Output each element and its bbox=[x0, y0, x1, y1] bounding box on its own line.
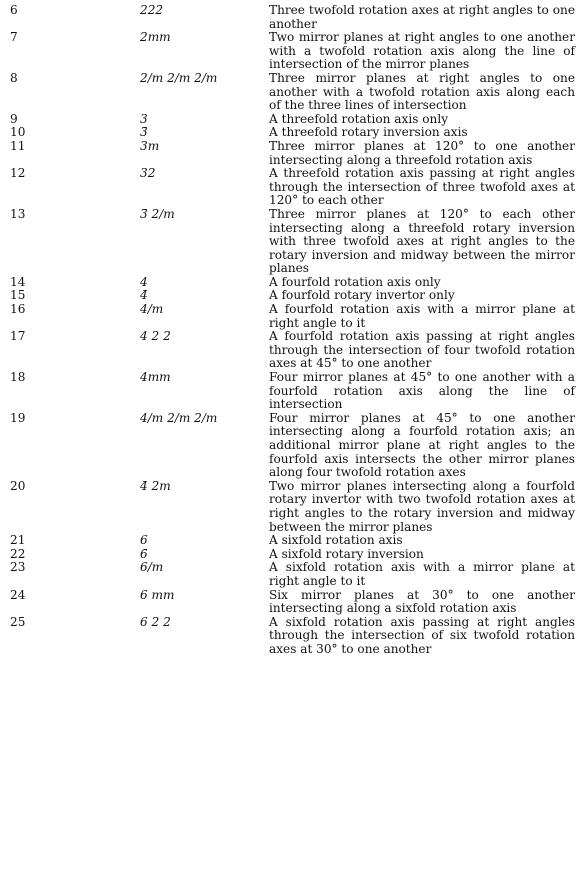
class-number: 19 bbox=[10, 410, 26, 425]
class-number: 25 bbox=[10, 614, 26, 629]
table-row: 11 3m Three mirror planes at 120° to one a… bbox=[10, 138, 576, 167]
symmetry-description: A threefold rotation axis passing at rig… bbox=[269, 166, 575, 208]
table-row: 6 222 Three twofold rotation axes at right… bbox=[10, 3, 576, 31]
table-row: 12 32 A threefold rotation axis passing at… bbox=[10, 166, 576, 208]
class-number: 16 bbox=[10, 302, 26, 317]
table-row: 16 4/m A fourfold rotation axis with a mir… bbox=[10, 302, 576, 330]
symmetry-symbol: 4/m bbox=[140, 302, 164, 317]
symmetry-description: A fourfold rotation axis with a mirror p… bbox=[269, 302, 575, 330]
symmetry-description: Two mirror planes intersecting along a f… bbox=[269, 478, 575, 534]
symmetry-symbol: 6/m bbox=[140, 560, 164, 575]
symmetry-description: A fourfold rotation axis passing at righ… bbox=[269, 329, 575, 371]
symmetry-description: A sixfold rotation axis with a mirror pl… bbox=[269, 560, 575, 588]
symmetry-description: Three twofold rotation axes at right ang… bbox=[269, 3, 575, 31]
symmetry-description: A fourfold rotation axis only bbox=[269, 274, 441, 289]
symmetry-description: A fourfold rotary invertor only bbox=[269, 288, 455, 303]
table-row: 20 4̄ 2m Two mirror planes intersecting al… bbox=[10, 478, 576, 534]
table-row: 7 2mm Two mirror planes at right angles to… bbox=[10, 30, 576, 72]
class-number: 13 bbox=[10, 206, 26, 221]
symmetry-description: Four mirror planes at 45° to one another… bbox=[269, 370, 575, 412]
symmetry-description: Three mirror planes at 120° to each othe… bbox=[269, 206, 575, 276]
symmetry-description: A threefold rotary inversion axis bbox=[269, 125, 468, 140]
class-number: 11 bbox=[10, 138, 26, 153]
class-number: 10 bbox=[10, 125, 26, 140]
class-number: 18 bbox=[10, 370, 26, 385]
class-number: 6 bbox=[10, 3, 18, 17]
class-number: 8 bbox=[10, 70, 18, 85]
table-row: 24 6 mm Six mirror planes at 30° to one an… bbox=[10, 587, 576, 616]
symmetry-description: Four mirror planes at 45° to one another… bbox=[269, 410, 575, 480]
symmetry-description: Six mirror planes at 30° to one another … bbox=[269, 587, 575, 616]
table-row: 19 4/m 2/m 2/m Four mirror planes at 45° t… bbox=[10, 410, 576, 480]
class-number: 9 bbox=[10, 111, 18, 126]
symmetry-symbol: 3̄ bbox=[140, 125, 148, 140]
symmetry-symbol: 6 2 2 bbox=[140, 614, 171, 629]
symmetry-description: Two mirror planes at right angles to one… bbox=[269, 30, 575, 72]
class-number: 15 bbox=[10, 288, 26, 303]
table-row: 21 6 A sixfold rotation axis bbox=[10, 534, 576, 548]
symmetry-symbol: 3 bbox=[140, 111, 148, 126]
symmetry-description: A sixfold rotary inversion bbox=[269, 546, 424, 561]
table-row: 13 3̄ 2/m Three mirror planes at 120° to e… bbox=[10, 206, 576, 276]
table-row: 22 6̄ A sixfold rotary inversion bbox=[10, 546, 576, 562]
symmetry-symbol: 4mm bbox=[140, 370, 171, 385]
symmetry-symbol: 3̄ 2/m bbox=[140, 206, 175, 221]
table-row: 8 2/m 2/m 2/m Three mirror planes at right… bbox=[10, 70, 576, 113]
class-number: 7 bbox=[10, 30, 18, 45]
class-number: 21 bbox=[10, 533, 26, 548]
class-number: 14 bbox=[10, 274, 26, 289]
symmetry-symbol: 6̄ bbox=[140, 546, 148, 561]
symmetry-symbol: 6 bbox=[140, 533, 148, 548]
symmetry-symbol: 2/m 2/m 2/m bbox=[140, 70, 218, 85]
table-row: 17 4 2 2 A fourfold rotation axis passing … bbox=[10, 329, 576, 371]
class-number: 17 bbox=[10, 329, 26, 344]
class-number: 22 bbox=[10, 546, 26, 561]
table-row: 10 3̄ A threefold rotary inversion axis bbox=[10, 126, 576, 140]
table-row: 25 6 2 2 A sixfold rotation axis passing a… bbox=[10, 614, 576, 657]
symmetry-description: A sixfold rotation axis passing at right… bbox=[269, 614, 575, 656]
symmetry-symbol: 4 2 2 bbox=[140, 329, 171, 344]
class-number: 12 bbox=[10, 166, 26, 181]
table-row: 18 4mm Four mirror planes at 45° to one an… bbox=[10, 370, 576, 412]
symmetry-symbol: 32 bbox=[140, 166, 156, 181]
table-row: 15 4̄ A fourfold rotary invertor only bbox=[10, 289, 576, 303]
symmetry-symbol: 2mm bbox=[140, 30, 171, 45]
symmetry-description: A sixfold rotation axis bbox=[269, 533, 403, 548]
table-row: 14 4 A fourfold rotation axis only bbox=[10, 274, 576, 290]
class-number: 24 bbox=[10, 587, 26, 602]
symmetry-description: A threefold rotation axis only bbox=[269, 111, 449, 126]
symmetry-symbol: 4 bbox=[140, 274, 148, 289]
symmetry-symbol: 6 mm bbox=[140, 587, 175, 602]
symmetry-description: Three mirror planes at right angles to o… bbox=[269, 70, 575, 113]
class-number: 23 bbox=[10, 560, 26, 575]
symmetry-symbol: 3m bbox=[140, 138, 160, 153]
symmetry-symbol: 4̄ 2m bbox=[140, 478, 171, 493]
table-row: 9 3 A threefold rotation axis only bbox=[10, 111, 576, 127]
symmetry-symbol: 4̄ bbox=[140, 288, 148, 303]
class-number: 20 bbox=[10, 478, 26, 493]
table-row: 23 6/m A sixfold rotation axis with a mirr… bbox=[10, 560, 576, 588]
symmetry-symbol: 4/m 2/m 2/m bbox=[140, 410, 218, 425]
symmetry-symbol: 222 bbox=[140, 3, 164, 17]
point-group-table: 6 222 Three twofold rotation axes at right… bbox=[10, 3, 576, 657]
symmetry-description: Three mirror planes at 120° to one anoth… bbox=[269, 138, 575, 167]
